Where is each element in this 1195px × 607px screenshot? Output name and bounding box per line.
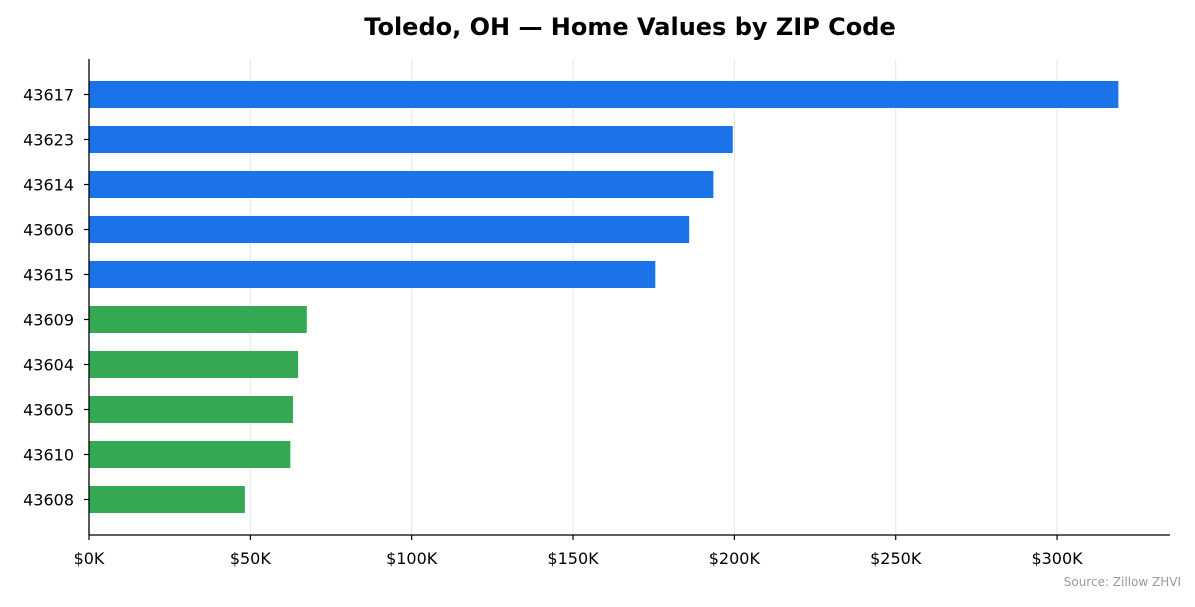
y-tick-label-43604: 43604 <box>23 356 74 375</box>
bar-43623 <box>89 126 733 153</box>
y-tick-label-43606: 43606 <box>23 221 74 240</box>
bar-43617 <box>89 81 1119 108</box>
bar-43609 <box>89 306 307 333</box>
y-tick-label-43608: 43608 <box>23 491 74 510</box>
x-tick-label: $50K <box>230 549 272 568</box>
bar-43605 <box>89 396 293 423</box>
y-tick-label-43610: 43610 <box>23 446 74 465</box>
bar-43614 <box>89 171 714 198</box>
bar-43604 <box>89 351 299 378</box>
chart-title: Toledo, OH — Home Values by ZIP Code <box>364 13 895 41</box>
bar-43615 <box>89 261 656 288</box>
axes <box>88 59 1170 536</box>
y-tick-label-43605: 43605 <box>23 401 74 420</box>
y-tick-label-43623: 43623 <box>23 131 74 150</box>
x-tick-label: $0K <box>74 549 105 568</box>
y-tick-label-43615: 43615 <box>23 266 74 285</box>
tick-labels: $0K $50K $100K $150K $200K $250K $300K 43617 436… <box>23 86 1083 569</box>
bars <box>89 81 1119 513</box>
y-tick-label-43617: 43617 <box>23 86 74 105</box>
y-tick-label-43609: 43609 <box>23 311 74 330</box>
x-tick-label: $200K <box>709 549 761 568</box>
bar-43610 <box>89 441 291 468</box>
source-note: Source: Zillow ZHVI <box>1064 575 1181 589</box>
bar-43608 <box>89 486 245 513</box>
x-tick-label: $150K <box>547 549 599 568</box>
y-tick-label-43614: 43614 <box>23 176 74 195</box>
x-tick-label: $250K <box>870 549 922 568</box>
x-tick-label: $300K <box>1031 549 1083 568</box>
bar-43606 <box>89 216 690 243</box>
x-tick-label: $100K <box>386 549 438 568</box>
